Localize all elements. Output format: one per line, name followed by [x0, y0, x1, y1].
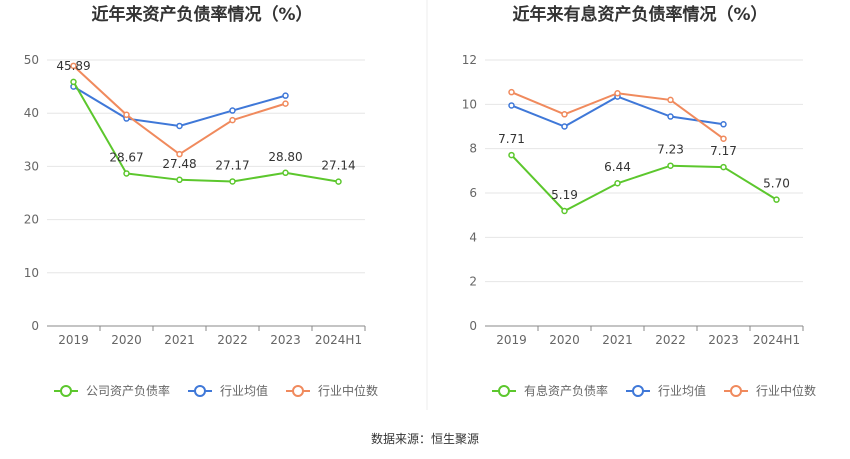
x-tick-label: 2024H1 — [753, 333, 800, 347]
x-tick-label: 2021 — [602, 333, 633, 347]
data-point[interactable] — [561, 111, 568, 118]
legend-item[interactable]: 公司资产负债率 — [54, 383, 170, 398]
data-point[interactable] — [561, 207, 568, 215]
data-point[interactable] — [176, 122, 183, 130]
chart-panel-2: 近年来有息资产负债率情况（%） 0 2 4 6 8 10 12 2019 2020 2021 2022… — [462, 4, 816, 398]
data-point[interactable] — [123, 111, 130, 119]
series-line — [511, 95, 724, 128]
data-label: 5.19 — [551, 188, 578, 202]
data-point[interactable] — [773, 196, 780, 203]
data-label: 45.89 — [56, 59, 90, 73]
data-point[interactable] — [176, 176, 183, 184]
x-tick-label: 2022 — [217, 333, 248, 347]
data-label: 28.67 — [109, 150, 143, 164]
legend-swatch-marker — [730, 385, 742, 397]
data-point[interactable] — [720, 163, 727, 171]
legend-label: 有息资产负债率 — [524, 383, 608, 398]
legend-item[interactable]: 有息资产负债率 — [492, 383, 608, 398]
data-point[interactable] — [667, 162, 674, 169]
y-tick-label: 0 — [31, 319, 39, 333]
x-tick-label: 2023 — [270, 333, 301, 347]
data-label: 7.17 — [710, 144, 737, 158]
x-tick-label: 2019 — [496, 333, 527, 347]
data-label: 6.44 — [604, 160, 631, 174]
legend-swatch-marker — [60, 385, 72, 397]
y-tick-label: 40 — [24, 106, 39, 120]
legend-item[interactable]: 行业均值 — [626, 383, 706, 398]
data-point[interactable] — [667, 96, 674, 104]
data-point[interactable] — [508, 102, 515, 109]
data-point[interactable] — [614, 90, 621, 97]
data-point[interactable] — [70, 78, 77, 86]
data-point[interactable] — [229, 116, 236, 124]
legend-label: 行业中位数 — [318, 383, 378, 398]
x-tick-label: 2022 — [655, 333, 686, 347]
legend-label: 行业均值 — [658, 383, 706, 398]
legend-label: 行业中位数 — [756, 383, 816, 398]
series-line — [72, 65, 286, 156]
y-tick-label: 50 — [24, 53, 39, 67]
x-tick-label: 2021 — [164, 333, 195, 347]
legend-swatch-marker — [632, 385, 644, 397]
data-point[interactable] — [667, 113, 674, 120]
chart-title: 近年来资产负债率情况（%） — [91, 4, 312, 25]
data-point[interactable] — [282, 169, 289, 177]
y-tick-label: 30 — [24, 159, 39, 173]
legend-item[interactable]: 行业均值 — [188, 383, 268, 398]
data-label: 7.71 — [498, 132, 525, 146]
y-tick-label: 10 — [462, 97, 477, 111]
data-point[interactable] — [561, 123, 568, 130]
y-tick-label: 0 — [469, 319, 477, 333]
data-source-note: 数据来源：恒生聚源 — [370, 432, 479, 446]
y-tick-label: 4 — [469, 230, 477, 244]
data-label: 27.17 — [215, 158, 249, 172]
data-point[interactable] — [282, 92, 289, 99]
data-point[interactable] — [176, 150, 183, 158]
y-tick-label: 10 — [24, 266, 39, 280]
data-label: 28.80 — [268, 150, 302, 164]
series-line — [72, 85, 286, 127]
legend-item[interactable]: 行业中位数 — [724, 383, 816, 398]
legend-swatch-marker — [292, 385, 304, 397]
data-point[interactable] — [70, 62, 77, 70]
legend-label: 行业均值 — [220, 383, 268, 398]
legend-swatch-marker — [194, 385, 206, 397]
data-label: 27.14 — [321, 159, 355, 173]
x-tick-label: 2023 — [708, 333, 739, 347]
x-tick-label: 2024H1 — [315, 333, 362, 347]
y-tick-label: 6 — [469, 186, 477, 200]
x-tick-label: 2020 — [549, 333, 580, 347]
x-tick-label: 2019 — [58, 333, 89, 347]
chart-panel-1: 近年来资产负债率情况（%） 0 10 20 30 40 50 2019 2020 2021 2022… — [24, 4, 378, 398]
data-point[interactable] — [335, 178, 342, 185]
y-tick-label: 20 — [24, 213, 39, 227]
legend-swatch-marker — [498, 385, 510, 397]
series-line — [510, 154, 778, 213]
y-tick-label: 8 — [469, 142, 477, 156]
data-point[interactable] — [508, 88, 515, 96]
y-tick-label: 2 — [469, 275, 477, 289]
data-point[interactable] — [508, 151, 515, 159]
data-point[interactable] — [229, 107, 236, 114]
series-line — [72, 81, 339, 183]
data-point[interactable] — [282, 100, 289, 107]
data-point[interactable] — [123, 170, 130, 177]
chart-title: 近年来有息资产负债率情况（%） — [512, 4, 767, 25]
y-tick-label: 12 — [462, 53, 477, 67]
x-tick-label: 2020 — [111, 333, 142, 347]
data-point[interactable] — [229, 178, 236, 185]
data-point[interactable] — [720, 135, 727, 142]
legend-item[interactable]: 行业中位数 — [286, 383, 378, 398]
data-point[interactable] — [614, 179, 621, 187]
data-point[interactable] — [720, 121, 727, 128]
data-label: 7.23 — [657, 143, 684, 157]
data-label: 5.70 — [763, 177, 790, 191]
data-label: 27.48 — [162, 157, 196, 171]
legend-label: 公司资产负债率 — [86, 383, 170, 398]
